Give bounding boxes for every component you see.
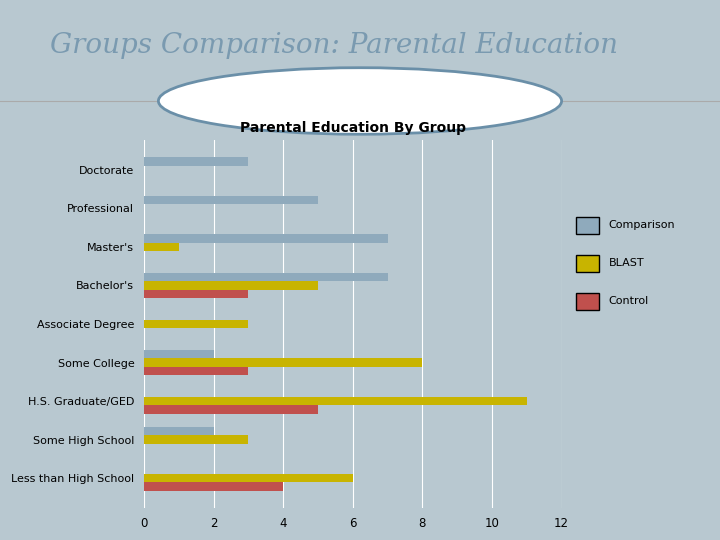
Bar: [144, 242, 179, 251]
Text: BLAST: BLAST: [608, 259, 644, 268]
Bar: [144, 397, 527, 406]
Bar: [144, 435, 248, 444]
FancyBboxPatch shape: [576, 255, 599, 272]
Bar: [144, 350, 214, 359]
Bar: [144, 273, 387, 281]
Text: Groups Comparison: Parental Education: Groups Comparison: Parental Education: [50, 32, 618, 59]
Bar: [144, 406, 318, 414]
Bar: [144, 157, 248, 166]
Bar: [144, 474, 353, 482]
FancyBboxPatch shape: [576, 293, 599, 310]
Bar: [144, 367, 248, 375]
Bar: [144, 320, 248, 328]
Bar: [144, 234, 387, 242]
Bar: [144, 427, 214, 435]
FancyBboxPatch shape: [576, 217, 599, 234]
Circle shape: [158, 68, 562, 134]
Bar: [144, 195, 318, 204]
Bar: [144, 289, 248, 298]
Title: Parental Education By Group: Parental Education By Group: [240, 121, 466, 135]
Bar: [144, 482, 283, 491]
Bar: [144, 281, 318, 289]
Text: Control: Control: [608, 296, 649, 306]
Text: Comparison: Comparison: [608, 220, 675, 231]
Bar: [144, 359, 423, 367]
